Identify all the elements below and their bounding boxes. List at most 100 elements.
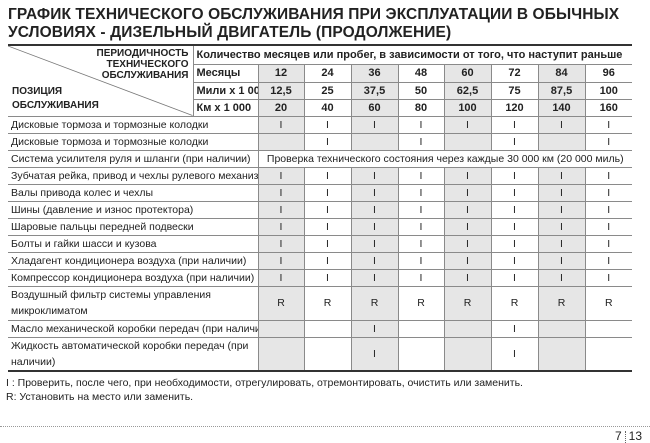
schedule-mark: I — [397, 166, 445, 185]
table-row: Дисковые тормоза и тормозные колодки I I I I — [8, 132, 632, 151]
schedule-mark: I — [537, 268, 586, 287]
schedule-mark: R — [490, 285, 539, 321]
schedule-mark — [397, 336, 445, 372]
schedule-mark: I — [490, 268, 539, 287]
service-item: Валы привода колес и чехлы — [8, 183, 259, 202]
schedule-mark — [397, 319, 445, 338]
schedule-mark: I — [584, 132, 632, 151]
table-row: Воздушный фильтр системы управления микр… — [8, 285, 632, 321]
corner-header-cell: ПЕРИОДИЧНОСТЬ ТЕХНИЧЕСКОГО ОБСЛУЖИВАНИЯ ПОЗ… — [8, 44, 194, 117]
service-item: Система усилителя руля и шланги (при нал… — [8, 149, 259, 168]
schedule-mark — [303, 319, 352, 338]
unit-label: Мили x 1 000 — [192, 81, 259, 100]
schedule-mark: I — [397, 234, 445, 253]
interval-value: 75 — [490, 81, 539, 100]
schedule-mark: I — [537, 234, 586, 253]
schedule-mark: I — [257, 268, 305, 287]
schedule-mark: I — [584, 166, 632, 185]
unit-label: Месяцы — [192, 63, 259, 83]
table-row: Система усилителя руля и шланги (при нал… — [8, 149, 632, 168]
schedule-mark: I — [350, 234, 399, 253]
schedule-mark: I — [350, 268, 399, 287]
schedule-mark: I — [397, 251, 445, 270]
page-number: 7 13 — [615, 429, 642, 443]
schedule-mark — [257, 319, 305, 338]
service-item: Дисковые тормоза и тормозные колодки — [8, 132, 259, 151]
schedule-mark: I — [443, 115, 492, 134]
diagonal-line — [8, 46, 193, 116]
schedule-mark: I — [490, 183, 539, 202]
schedule-mark: I — [443, 268, 492, 287]
schedule-mark: R — [303, 285, 352, 321]
service-item: Дисковые тормоза и тормозные колодки — [8, 115, 259, 134]
interval-value: 60 — [350, 98, 399, 117]
schedule-mark: I — [490, 200, 539, 219]
schedule-mark: I — [490, 217, 539, 236]
corner-bottom-line: ОБСЛУЖИВАНИЯ — [12, 99, 99, 111]
schedule-mark: I — [584, 217, 632, 236]
interval-value: 12 — [257, 63, 305, 83]
page-separator — [624, 430, 626, 443]
schedule-mark: R — [537, 285, 586, 321]
interval-value: 25 — [303, 81, 352, 100]
schedule-mark: I — [257, 251, 305, 270]
service-item: Хладагент кондиционера воздуха (при нали… — [8, 251, 259, 270]
schedule-mark: I — [350, 319, 399, 338]
interval-value: 20 — [257, 98, 305, 117]
schedule-mark: I — [303, 132, 352, 151]
schedule-mark: I — [490, 336, 539, 372]
schedule-mark — [257, 132, 305, 151]
schedule-mark: I — [584, 268, 632, 287]
legend-notes: I : Проверить, после чего, при необходим… — [6, 376, 523, 404]
schedule-mark: I — [490, 166, 539, 185]
schedule-mark: I — [257, 234, 305, 253]
service-item: Шаровые пальцы передней подвески — [8, 217, 259, 236]
corner-top-line: ПЕРИОДИЧНОСТЬ — [96, 48, 189, 59]
service-item: Компрессор кондиционера воздуха (при нал… — [8, 268, 259, 287]
schedule-mark — [303, 336, 352, 372]
schedule-mark — [537, 319, 586, 338]
table-row: Шаровые пальцы передней подвески I I I I I I I I — [8, 217, 632, 236]
schedule-mark: I — [303, 166, 352, 185]
chapter-number: 7 — [614, 429, 622, 443]
schedule-mark: I — [397, 132, 445, 151]
schedule-mark: I — [584, 115, 632, 134]
note-inspect: I : Проверить, после чего, при необходим… — [6, 377, 523, 389]
schedule-mark: I — [490, 115, 539, 134]
schedule-mark: I — [303, 234, 352, 253]
schedule-mark: I — [397, 183, 445, 202]
schedule-mark: I — [443, 200, 492, 219]
schedule-mark: I — [303, 251, 352, 270]
table-row: Зубчатая рейка, привод и чехлы рулевого … — [8, 166, 632, 185]
schedule-mark: I — [303, 183, 352, 202]
header-row: Месяцы 12 24 36 48 60 72 84 96 — [8, 63, 632, 83]
schedule-mark: I — [443, 166, 492, 185]
schedule-mark: I — [584, 251, 632, 270]
interval-value: 24 — [303, 63, 352, 83]
interval-value: 62,5 — [443, 81, 492, 100]
schedule-mark: I — [584, 200, 632, 219]
interval-caption: Количество месяцев или пробег, в зависим… — [192, 44, 632, 65]
maintenance-schedule-table: ПЕРИОДИЧНОСТЬ ТЕХНИЧЕСКОГО ОБСЛУЖИВАНИЯ ПОЗ… — [8, 44, 632, 372]
schedule-mark — [537, 132, 586, 151]
schedule-mark — [584, 319, 632, 338]
interval-value: 87,5 — [537, 81, 586, 100]
schedule-mark: I — [584, 234, 632, 253]
schedule-mark: I — [490, 251, 539, 270]
schedule-mark: I — [303, 217, 352, 236]
schedule-mark: R — [397, 285, 445, 321]
schedule-mark: R — [584, 285, 632, 321]
corner-top-line: ТЕХНИЧЕСКОГО — [106, 59, 189, 70]
table-row: Хладагент кондиционера воздуха (при нали… — [8, 251, 632, 270]
interval-value: 80 — [397, 98, 445, 117]
schedule-mark: I — [397, 268, 445, 287]
schedule-mark: I — [303, 115, 352, 134]
schedule-mark: I — [350, 183, 399, 202]
schedule-mark: I — [537, 251, 586, 270]
page-divider — [0, 426, 650, 427]
schedule-mark: I — [537, 166, 586, 185]
schedule-mark: I — [443, 251, 492, 270]
title-line-2: УСЛОВИЯХ - ДИЗЕЛЬНЫЙ ДВИГАТЕЛЬ (ПРОДОЛЖЕ… — [8, 24, 452, 41]
schedule-mark: I — [537, 217, 586, 236]
schedule-mark: I — [490, 319, 539, 338]
